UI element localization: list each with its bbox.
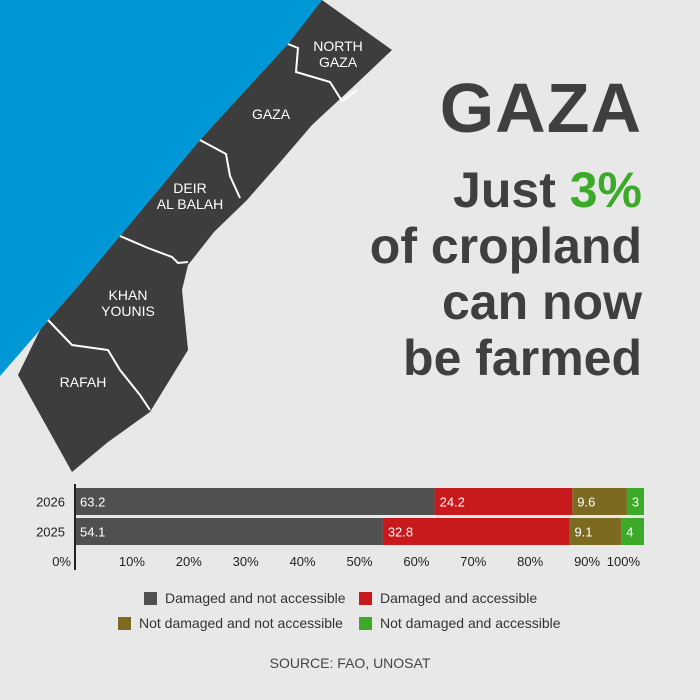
legend-label-1: Damaged and not accessible: [165, 590, 346, 606]
map-label-khan-younis: YOUNIS: [101, 303, 155, 319]
map-label-deir-al-balah: DEIR: [173, 180, 206, 196]
legend-swatch-2: [359, 591, 372, 605]
bar-2025-series-4: [621, 518, 644, 545]
data-label-2025-series-4: 4: [626, 525, 633, 540]
x-tick-label-10: 100%: [607, 554, 641, 569]
headline-line-1-prefix: Just: [453, 162, 570, 218]
legend-item-4: Not damaged and accessible: [359, 615, 561, 631]
row-label-2025: 2025: [36, 525, 65, 540]
map-label-north-gaza: NORTH: [313, 38, 363, 54]
legend-label-4: Not damaged and accessible: [380, 615, 561, 631]
bar-2025-series-3: [569, 518, 622, 545]
source-note: SOURCE: FAO, UNOSAT: [269, 655, 431, 671]
x-tick-label-4: 40%: [290, 554, 316, 569]
headline-line-2: of cropland: [369, 218, 642, 274]
headline-line-4: be farmed: [403, 330, 642, 386]
legend-swatch-4: [359, 616, 372, 630]
headline-line-1: Just 3%: [370, 162, 642, 218]
headline-subtitle: Just 3% of cropland can now be farmed: [370, 162, 642, 386]
headline-line-3: can now: [441, 274, 642, 330]
row-label-2026: 2026: [36, 495, 65, 510]
map-label-rafah: RAFAH: [60, 374, 107, 390]
x-tick-label-5: 50%: [346, 554, 372, 569]
bar-2025-series-1: [75, 518, 383, 545]
legend-item-1: Damaged and not accessible: [144, 590, 346, 606]
map-label-khan-younis: KHAN: [109, 287, 148, 303]
legend-swatch-3: [118, 616, 131, 630]
data-label-2025-series-2: 32.8: [388, 525, 413, 540]
data-label-2026-series-2: 24.2: [440, 495, 465, 510]
headline-highlight: 3%: [569, 162, 642, 218]
map-label-north-gaza: GAZA: [319, 54, 358, 70]
data-label-2026-series-1: 63.2: [80, 495, 105, 510]
x-tick-label-1: 10%: [119, 554, 145, 569]
sea-area: [0, 0, 322, 376]
data-label-2025-series-3: 9.1: [574, 525, 592, 540]
legend-label-3: Not damaged and not accessible: [139, 615, 343, 631]
x-tick-label-7: 70%: [460, 554, 486, 569]
border-north-gaza: [287, 43, 358, 103]
legend-item-3: Not damaged and not accessible: [118, 615, 343, 631]
map-label-gaza: GAZA: [252, 106, 291, 122]
border-deir-khan: [119, 235, 189, 265]
bar-2026-series-3: [572, 488, 627, 515]
region-borders: [47, 43, 358, 411]
border-khan-rafah: [47, 319, 151, 411]
border-gaza-deir: [199, 139, 241, 199]
x-tick-label-2: 20%: [176, 554, 202, 569]
data-label-2025-series-1: 54.1: [80, 525, 105, 540]
legend-label-2: Damaged and accessible: [380, 590, 538, 606]
bar-2026-series-2: [434, 488, 573, 515]
bar-2025-series-2: [382, 518, 570, 545]
map-label-deir-al-balah: AL BALAH: [157, 196, 223, 212]
x-tick-label-3: 30%: [233, 554, 259, 569]
legend-item-2: Damaged and accessible: [359, 590, 537, 606]
data-label-2026-series-4: 3: [632, 495, 639, 510]
bar-2026-series-4: [626, 488, 644, 515]
data-label-2026-series-3: 9.6: [577, 495, 595, 510]
legend-swatch-1: [144, 591, 157, 605]
x-tick-label-0: 0%: [52, 554, 71, 569]
x-tick-label-8: 80%: [517, 554, 543, 569]
bar-2026-series-1: [75, 488, 435, 515]
headline-title: GAZA: [439, 69, 642, 147]
x-tick-label-9: 90%: [574, 554, 600, 569]
x-tick-label-6: 60%: [403, 554, 429, 569]
